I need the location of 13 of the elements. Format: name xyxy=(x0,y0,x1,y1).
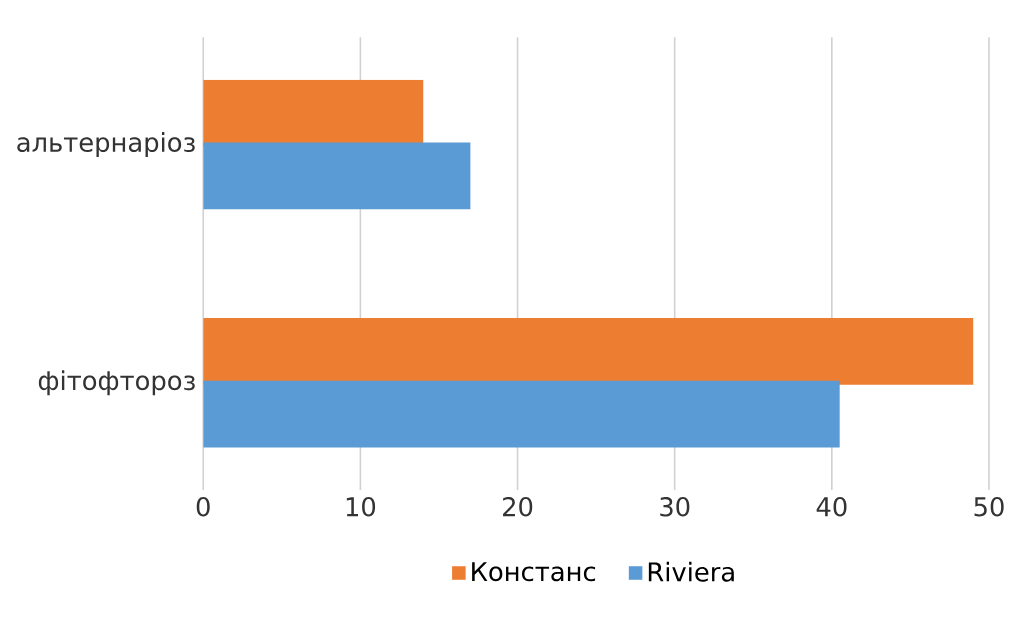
x-tick-label: 40 xyxy=(816,497,847,517)
bar xyxy=(203,381,840,448)
bar xyxy=(203,142,471,210)
x-tick-label: 0 xyxy=(196,497,210,517)
x-tick-label: 30 xyxy=(660,497,690,517)
legend-label: Riviera xyxy=(648,561,734,582)
legend-label: Констанс xyxy=(472,562,596,582)
x-tick-label: 20 xyxy=(503,497,533,517)
bar xyxy=(203,318,974,386)
x-tick-label: 10 xyxy=(346,497,376,517)
y-tick-label: фітофтороз xyxy=(38,370,195,396)
x-tick-label: 50 xyxy=(974,497,1004,517)
y-tick-label: альтернаріоз xyxy=(17,132,195,158)
